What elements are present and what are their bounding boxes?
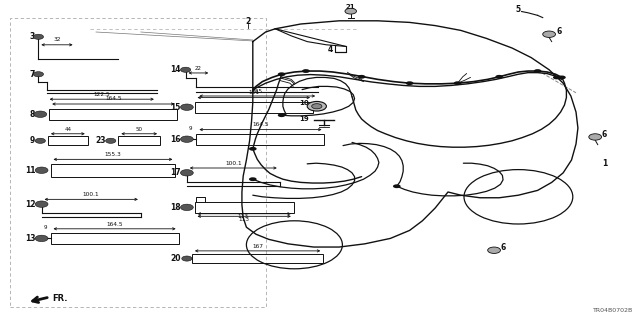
Circle shape	[495, 75, 503, 79]
Circle shape	[180, 104, 193, 110]
Circle shape	[33, 34, 44, 39]
Text: 7: 7	[30, 70, 35, 79]
Circle shape	[180, 170, 193, 176]
Text: FR.: FR.	[52, 294, 68, 303]
Bar	[49, 108, 177, 120]
Text: 15: 15	[170, 103, 180, 112]
Circle shape	[34, 111, 47, 117]
Circle shape	[182, 256, 192, 261]
Text: 20: 20	[170, 254, 180, 263]
Text: 9: 9	[189, 126, 193, 131]
Text: 155.3: 155.3	[104, 152, 122, 157]
Text: 16: 16	[170, 135, 180, 144]
Text: 9: 9	[44, 225, 47, 230]
Text: 1: 1	[602, 159, 607, 168]
Text: 5: 5	[516, 5, 521, 14]
Text: 113: 113	[239, 217, 250, 222]
Text: 12: 12	[25, 200, 35, 209]
Circle shape	[278, 72, 285, 76]
Text: 13: 13	[25, 234, 35, 243]
Circle shape	[249, 177, 257, 181]
Text: 22: 22	[195, 66, 202, 71]
Text: 164.5: 164.5	[105, 96, 122, 101]
Text: 11: 11	[25, 166, 35, 175]
Circle shape	[180, 67, 191, 72]
Circle shape	[358, 75, 365, 79]
Circle shape	[35, 167, 48, 173]
Bar	[195, 101, 313, 113]
Text: 17: 17	[170, 168, 180, 177]
Text: 2: 2	[246, 17, 251, 26]
Circle shape	[35, 235, 48, 242]
Text: 113: 113	[237, 214, 249, 219]
Text: 50: 50	[136, 126, 143, 132]
Text: 21: 21	[346, 4, 356, 10]
Circle shape	[33, 72, 44, 77]
Circle shape	[488, 247, 500, 253]
Text: 19: 19	[300, 116, 309, 122]
Circle shape	[589, 134, 602, 140]
Text: 6: 6	[557, 28, 562, 36]
Text: 23: 23	[95, 136, 106, 145]
Circle shape	[543, 31, 556, 37]
Circle shape	[180, 136, 193, 142]
Bar	[118, 136, 160, 145]
Circle shape	[345, 8, 356, 14]
Circle shape	[558, 76, 566, 79]
Text: TR04B0702B: TR04B0702B	[593, 308, 634, 313]
Text: 164.5: 164.5	[106, 221, 123, 227]
Circle shape	[106, 138, 116, 143]
Text: 3: 3	[30, 32, 35, 41]
Text: 44: 44	[65, 126, 71, 132]
Text: 164.5: 164.5	[252, 122, 269, 127]
Text: 9: 9	[30, 136, 35, 145]
Text: 145: 145	[252, 89, 263, 94]
Circle shape	[454, 81, 461, 85]
Text: 100.1: 100.1	[225, 161, 241, 166]
Circle shape	[406, 81, 413, 85]
Text: 32: 32	[53, 37, 61, 42]
Text: 6: 6	[602, 130, 607, 139]
Text: 4: 4	[328, 45, 333, 54]
Text: 167: 167	[252, 244, 263, 249]
Circle shape	[553, 76, 561, 79]
Circle shape	[393, 184, 401, 188]
Circle shape	[534, 69, 541, 73]
Bar	[10, 18, 266, 307]
Text: 10: 10	[300, 100, 309, 106]
Text: 100.1: 100.1	[83, 192, 99, 197]
Circle shape	[278, 113, 285, 117]
Circle shape	[35, 201, 48, 207]
Text: 8: 8	[30, 110, 35, 119]
Text: 122.5: 122.5	[93, 92, 110, 97]
Circle shape	[35, 138, 45, 143]
Circle shape	[312, 104, 322, 109]
Text: 6: 6	[500, 244, 506, 252]
Bar	[51, 164, 175, 177]
Bar	[196, 134, 324, 145]
Circle shape	[302, 69, 310, 73]
Text: 18: 18	[170, 203, 180, 212]
Bar	[48, 136, 88, 145]
Bar	[195, 202, 294, 213]
Circle shape	[249, 147, 257, 151]
Text: 151: 151	[248, 90, 259, 95]
Circle shape	[180, 204, 193, 211]
Bar	[192, 254, 323, 263]
Circle shape	[307, 101, 326, 111]
Bar	[51, 233, 179, 244]
Text: 14: 14	[170, 65, 180, 74]
